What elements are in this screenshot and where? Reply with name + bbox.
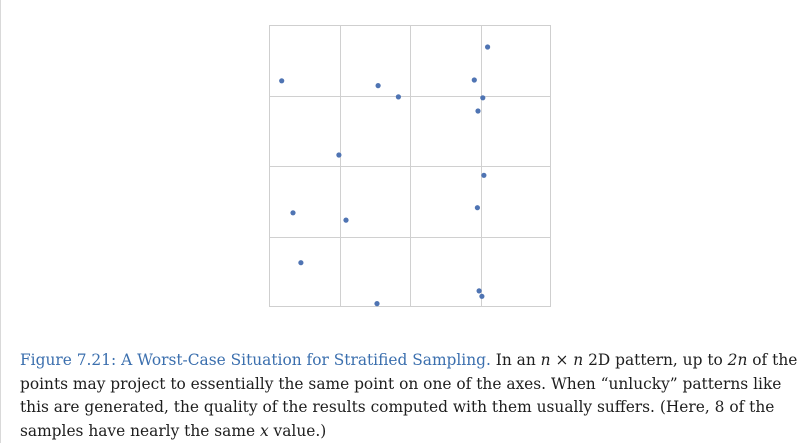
- sample-point: [481, 172, 487, 178]
- sample-point: [395, 94, 401, 100]
- sample-point: [336, 152, 342, 158]
- sample-point: [374, 301, 380, 307]
- caption-text: In an: [490, 351, 541, 370]
- figure-caption: Figure 7.21: A Worst-Case Situation for …: [20, 349, 800, 443]
- sample-point: [290, 210, 296, 216]
- sample-point: [480, 95, 486, 101]
- sample-point: [375, 83, 381, 89]
- sample-point: [474, 205, 480, 211]
- page-left-border: [0, 0, 1, 443]
- caption-text: of the points may project to essentially…: [20, 351, 798, 440]
- sample-point: [485, 44, 491, 50]
- math-x: x: [259, 421, 269, 440]
- sample-points: [279, 44, 491, 307]
- math-n: n: [540, 351, 551, 370]
- math-2n: 2n: [727, 351, 748, 370]
- math-n: n: [573, 351, 584, 370]
- sample-point: [479, 293, 485, 299]
- times-symbol: ×: [550, 351, 574, 370]
- stratum-grid: [269, 25, 551, 307]
- sample-point: [471, 77, 477, 83]
- caption-text: value.): [268, 421, 327, 440]
- figure-label-link[interactable]: Figure 7.21: A Worst-Case Situation for …: [20, 351, 491, 370]
- sample-point: [298, 260, 304, 266]
- stratified-sampling-figure: [269, 25, 551, 307]
- sample-point: [476, 288, 482, 294]
- sample-pattern-plot: [269, 25, 551, 307]
- caption-text: 2D pattern, up to: [583, 351, 728, 370]
- sample-point: [343, 217, 349, 223]
- sample-point: [279, 78, 285, 84]
- sample-point: [475, 108, 481, 114]
